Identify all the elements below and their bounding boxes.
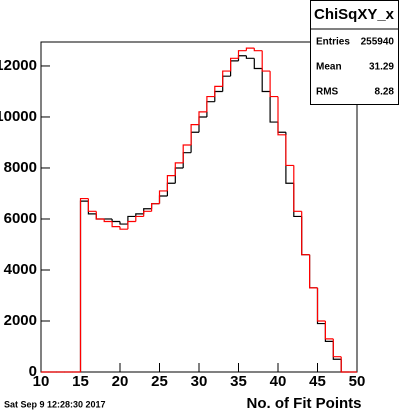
histogram-step (190, 124, 199, 146)
histogram-step (253, 48, 263, 52)
histogram-step (277, 96, 286, 136)
histogram-step (103, 218, 113, 223)
histogram-step (253, 58, 263, 70)
histogram-step (182, 152, 192, 168)
footer: Sat Sep 9 12:28:30 2017 (4, 399, 106, 409)
stat-label: Entries (316, 37, 350, 48)
stats-title: ChiSqXY_x (314, 6, 395, 23)
y-tick-label: 8000 (4, 159, 37, 176)
histogram-step (309, 254, 318, 289)
y-tick-label: 2000 (4, 312, 37, 329)
histogram-step (198, 111, 207, 125)
histogram-step (79, 197, 89, 372)
histogram-step (206, 101, 215, 117)
histogram-step (301, 211, 310, 256)
histogram-step (190, 131, 199, 153)
histogram-step (237, 55, 247, 61)
y-tick-label: 6000 (4, 210, 37, 227)
stat-value: 8.28 (375, 87, 395, 98)
x-tick-label: 15 (72, 373, 89, 390)
histogram-step (293, 165, 302, 212)
histogram-step (222, 70, 231, 87)
histogram-step (87, 198, 97, 212)
x-tick-label: 10 (33, 373, 50, 390)
histogram-step (285, 134, 294, 167)
histogram-step (174, 162, 184, 176)
histogram-step (158, 195, 168, 204)
histogram-step (135, 213, 144, 217)
histogram-step (166, 182, 176, 197)
y-tick-label: 10000 (0, 108, 37, 125)
histogram-step (261, 50, 271, 72)
histogram-step (151, 203, 160, 209)
histogram-step (245, 47, 255, 51)
histogram-step (182, 144, 192, 163)
x-axis-title: No. of Fit Points (247, 395, 362, 412)
histogram-step (151, 203, 160, 212)
x-tick-label: 35 (230, 373, 247, 390)
histogram-step (230, 57, 239, 72)
x-tick-label: 40 (270, 373, 287, 390)
histogram-step (95, 213, 105, 220)
histogram-step (166, 175, 176, 191)
stat-value: 255940 (361, 37, 395, 48)
histogram-step (340, 356, 350, 373)
histogram-step (222, 75, 231, 92)
histogram-step (127, 220, 136, 230)
y-tick-label: 0 (29, 363, 37, 380)
histogram-step (245, 55, 255, 59)
stats-box (310, 0, 399, 105)
histogram-step (277, 122, 286, 133)
histogram-step (309, 254, 318, 289)
histogram-step (174, 167, 184, 184)
histogram-step (230, 60, 239, 77)
x-tick-label: 50 (349, 373, 366, 390)
histogram-step (324, 320, 334, 340)
histogram-step (127, 215, 136, 225)
histogram-step (214, 90, 223, 102)
histogram-step (111, 218, 120, 223)
y-tick-label: 12000 (0, 57, 37, 74)
histogram-step (332, 338, 342, 358)
histogram-step (214, 85, 223, 97)
histogram-step (143, 210, 152, 217)
histogram-step (119, 221, 128, 225)
histogram-step (237, 50, 247, 59)
histogram-step (316, 287, 326, 325)
stat-label: Mean (316, 62, 342, 73)
histogram-step (301, 216, 310, 256)
x-tick-label: 45 (309, 373, 326, 390)
histogram-step (87, 201, 97, 215)
histogram-step (119, 226, 128, 230)
x-tick-label: 20 (112, 373, 129, 390)
histogram-step (111, 221, 120, 228)
histogram-step (95, 211, 105, 220)
x-tick-label: 30 (191, 373, 208, 390)
histogram-step (285, 132, 294, 184)
y-tick-label: 4000 (4, 261, 37, 278)
histogram-step (340, 359, 350, 373)
x-tick-label: 25 (151, 373, 168, 390)
histogram-step (269, 71, 278, 98)
stat-value: 31.29 (369, 62, 394, 73)
histogram-step (158, 190, 168, 204)
histogram-step (316, 287, 326, 322)
histogram-step (198, 116, 207, 133)
stat-label: RMS (316, 87, 339, 98)
histogram-step (261, 68, 271, 93)
histogram-step (135, 215, 144, 222)
histogram-step (79, 200, 89, 372)
histogram-step (206, 95, 215, 112)
histogram-step (269, 91, 278, 123)
